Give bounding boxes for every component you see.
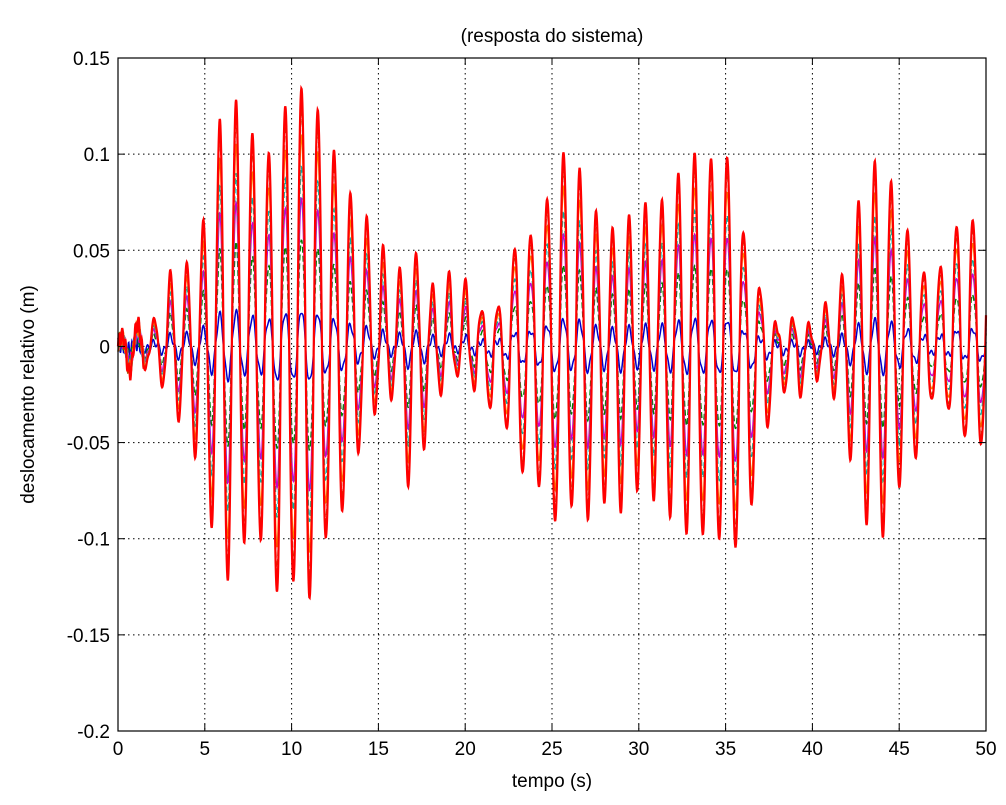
y-axis-label: deslocamento relativo (m)	[18, 285, 39, 504]
y-tick-label: -0.05	[67, 434, 110, 455]
x-tick-label: 45	[889, 739, 910, 760]
x-tick-label: 20	[455, 739, 476, 760]
y-tick-label: 0	[99, 337, 110, 358]
x-tick-label: 50	[975, 739, 996, 760]
y-tick-label: -0.2	[77, 722, 110, 743]
x-tick-label: 35	[715, 739, 736, 760]
y-tick-label: 0.05	[73, 241, 110, 262]
x-tick-label: 0	[113, 739, 124, 760]
x-tick-label: 15	[368, 739, 389, 760]
x-tick-label: 5	[200, 739, 211, 760]
x-tick-label: 25	[541, 739, 562, 760]
x-tick-label: 40	[802, 739, 823, 760]
y-tick-label: 0.1	[84, 145, 110, 166]
x-tick-label: 10	[281, 739, 302, 760]
chart-title: (resposta do sistema)	[461, 26, 644, 47]
y-tick-label: 0.15	[73, 49, 110, 70]
y-tick-label: -0.15	[67, 626, 110, 647]
y-tick-label: -0.1	[77, 530, 110, 551]
ticks: 0 5 10 15 20 25 30 35 40 45 50 0.15 0.1 0.05 0 -0.05 -0.…	[67, 49, 997, 760]
x-tick-label: 30	[628, 739, 649, 760]
x-axis-label: tempo (s)	[512, 771, 592, 792]
series-group	[116, 84, 988, 601]
series-line	[116, 84, 988, 601]
